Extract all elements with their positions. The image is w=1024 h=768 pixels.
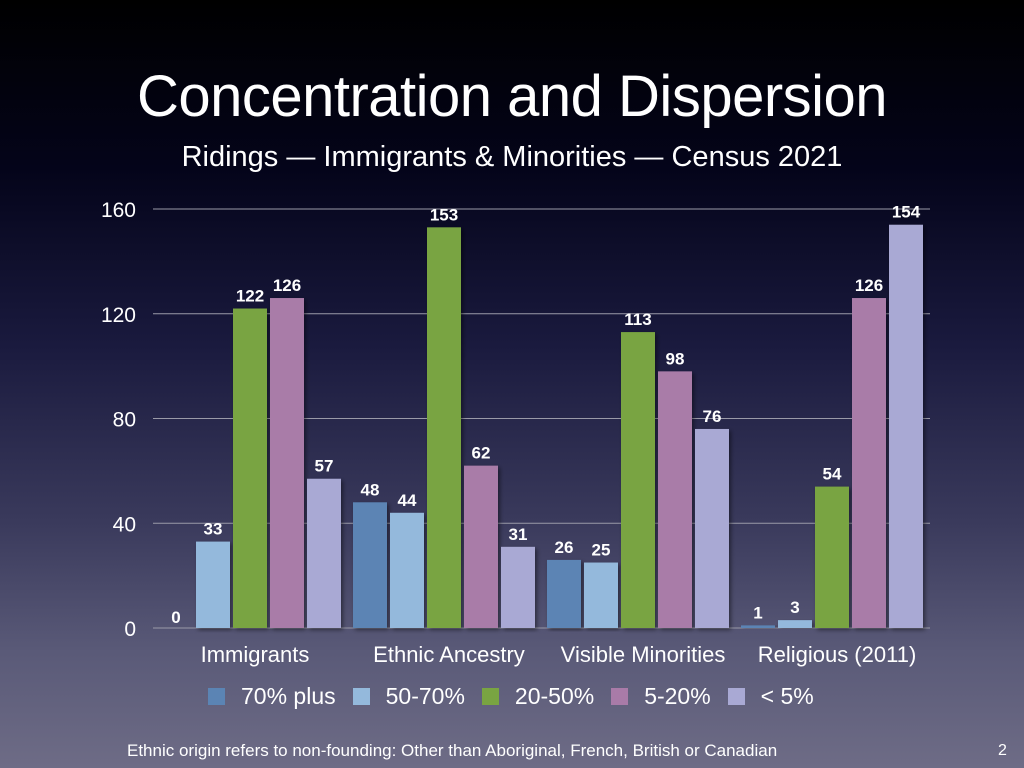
data-label: 1 bbox=[753, 603, 762, 622]
bar bbox=[501, 546, 535, 628]
legend-item: 70% plus bbox=[208, 681, 336, 711]
data-label: 62 bbox=[472, 444, 491, 463]
x-category-label: Immigrants bbox=[201, 642, 310, 667]
bar bbox=[547, 559, 581, 628]
legend-swatch bbox=[611, 687, 629, 705]
bar bbox=[353, 502, 387, 628]
bar bbox=[815, 486, 849, 628]
data-label: 31 bbox=[509, 525, 528, 544]
y-axis-ticks: 0 40 80 120 160 bbox=[101, 199, 136, 641]
data-label: 33 bbox=[204, 520, 223, 539]
slide-title: Concentration and Dispersion bbox=[136, 64, 888, 129]
legend-label: < 5% bbox=[760, 683, 814, 709]
bar bbox=[741, 625, 775, 628]
x-axis-categories: Immigrants Ethnic Ancestry Visible Minorit… bbox=[201, 642, 917, 667]
data-label: 0 bbox=[171, 608, 180, 627]
slide-number: 2 bbox=[998, 742, 1007, 759]
data-label: 76 bbox=[703, 407, 722, 426]
legend-item: 20-50% bbox=[481, 681, 595, 711]
bar bbox=[427, 227, 461, 629]
legend-swatch bbox=[727, 687, 745, 705]
footnote: Ethnic origin refers to non-founding: Ot… bbox=[127, 741, 778, 760]
data-labels: 0 33 122 126 57 48 44 153 62 31 26 25 113 98 76 1 3 54 126… bbox=[171, 203, 920, 627]
data-label: 3 bbox=[790, 598, 799, 617]
slide-subtitle: Ridings — Immigrants & Minorities — Cens… bbox=[181, 141, 843, 173]
bar bbox=[390, 512, 424, 628]
data-label: 98 bbox=[666, 349, 685, 368]
data-label: 44 bbox=[398, 491, 417, 510]
legend-swatch bbox=[352, 687, 370, 705]
bar bbox=[778, 620, 812, 628]
x-category-label: Ethnic Ancestry bbox=[373, 642, 525, 667]
y-tick-label: 0 bbox=[124, 618, 136, 641]
y-tick-label: 80 bbox=[113, 409, 136, 432]
y-tick-label: 40 bbox=[113, 513, 136, 536]
data-label: 153 bbox=[430, 205, 458, 224]
y-tick-label: 120 bbox=[101, 304, 136, 327]
legend-label: 50-70% bbox=[385, 683, 465, 709]
bar bbox=[695, 428, 729, 628]
data-label: 126 bbox=[273, 276, 301, 295]
x-category-label: Visible Minorities bbox=[561, 642, 726, 667]
y-tick-label: 160 bbox=[101, 199, 136, 222]
bar bbox=[584, 562, 618, 628]
data-label: 48 bbox=[361, 480, 380, 499]
legend-label: 20-50% bbox=[514, 683, 595, 709]
legend-swatch bbox=[481, 687, 499, 705]
legend-item: < 5% bbox=[727, 681, 814, 711]
bar bbox=[233, 308, 267, 628]
bar bbox=[889, 224, 923, 628]
bar bbox=[464, 465, 498, 628]
bar bbox=[621, 332, 655, 628]
legend-label: 5-20% bbox=[644, 683, 711, 709]
data-label: 57 bbox=[315, 457, 334, 476]
legend-item: 5-20% bbox=[611, 681, 711, 711]
bars bbox=[196, 224, 923, 629]
bar bbox=[852, 298, 886, 628]
x-category-label: Religious (2011) bbox=[758, 642, 917, 667]
data-label: 154 bbox=[892, 203, 921, 222]
bar bbox=[658, 371, 692, 628]
data-label: 54 bbox=[823, 465, 842, 484]
legend-label: 70% plus bbox=[241, 683, 336, 709]
data-label: 113 bbox=[624, 310, 651, 329]
data-label: 25 bbox=[592, 541, 611, 560]
legend-swatch bbox=[208, 687, 225, 705]
data-label: 126 bbox=[855, 276, 883, 295]
data-label: 122 bbox=[236, 287, 264, 306]
data-label: 26 bbox=[555, 538, 574, 557]
gridlines bbox=[153, 208, 930, 629]
bar bbox=[196, 541, 230, 628]
bar bbox=[270, 298, 304, 628]
bar bbox=[307, 478, 341, 628]
legend-item: 50-70% bbox=[352, 681, 465, 711]
chart-legend: 70% plus 50-70% 20-50% 5-20% < 5% bbox=[208, 681, 831, 711]
